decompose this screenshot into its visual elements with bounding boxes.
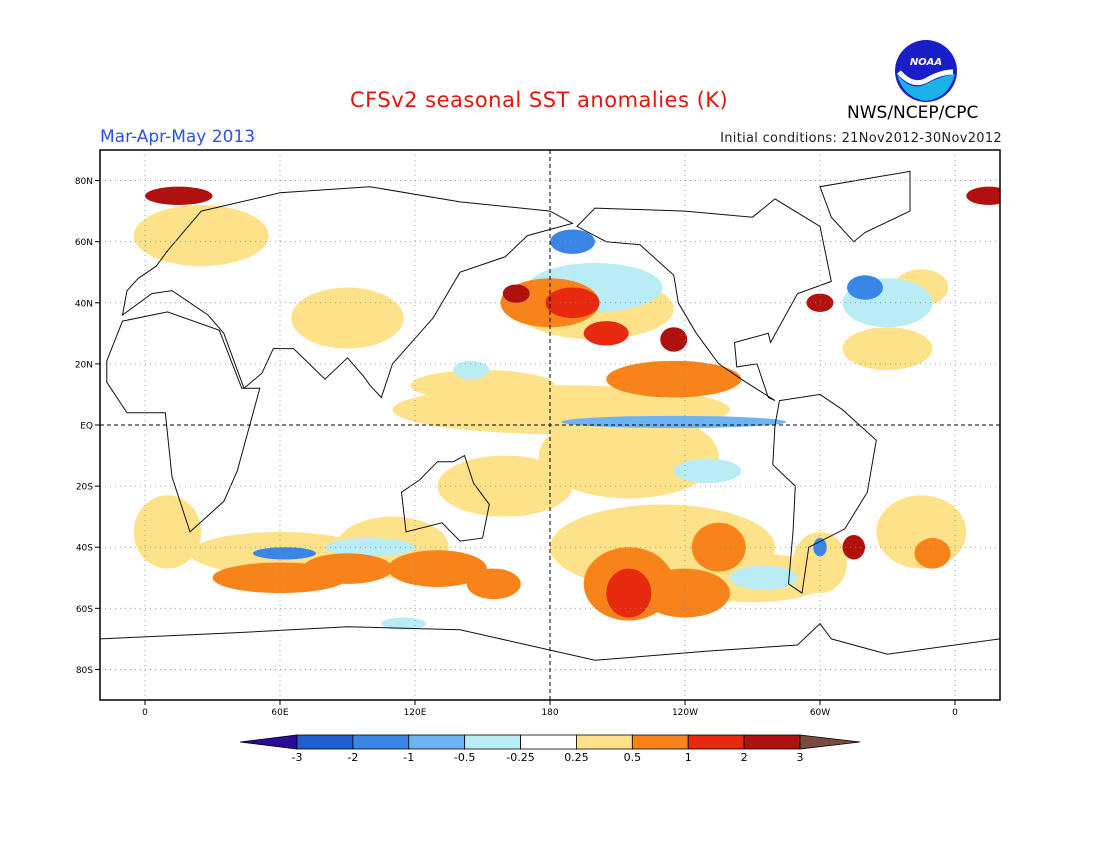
colorbar-segment bbox=[520, 734, 577, 750]
longitude-label: 180 bbox=[541, 708, 558, 718]
warm-anomaly bbox=[606, 568, 652, 618]
latitude-label: 20S bbox=[76, 483, 93, 493]
longitude-label: 60W bbox=[810, 708, 830, 718]
moderate-warm-anomaly bbox=[640, 568, 730, 618]
longitude-label: 120E bbox=[404, 708, 427, 718]
latitude-label: 40S bbox=[76, 544, 93, 554]
strong-warm-anomaly bbox=[145, 186, 213, 205]
colorbar-segment bbox=[743, 734, 801, 750]
eurasia-outline bbox=[121, 186, 574, 399]
colorbar-high-triangle bbox=[799, 734, 861, 750]
colorbar-segment bbox=[464, 734, 521, 750]
moderate-warm-anomaly bbox=[914, 538, 951, 569]
weak-warm-anomaly bbox=[410, 370, 555, 401]
colorbar-label: -0.5 bbox=[454, 751, 475, 764]
colorbar-label: -3 bbox=[292, 751, 303, 764]
colorbar-segment bbox=[576, 734, 633, 750]
latitude-label: 20N bbox=[75, 360, 93, 370]
greenland-outline-east bbox=[819, 170, 911, 243]
colorbar-label: -1 bbox=[403, 751, 414, 764]
warm-anomaly bbox=[545, 287, 600, 319]
colorbar: -3 -2 -1 -0.5 -0.25 0.25 0.5 1 2 3 bbox=[239, 734, 861, 764]
longitude-labels: 0 60E 120E 180 120W 60W 0 bbox=[142, 700, 958, 718]
colorbar-label: -0.25 bbox=[506, 751, 534, 764]
latitude-label: EQ bbox=[80, 422, 93, 432]
strong-warm-anomaly bbox=[502, 284, 530, 303]
latitude-labels: 80N 60N 40N 20N EQ 20S 40S 60S 80S bbox=[75, 177, 100, 676]
strong-warm-anomaly bbox=[842, 535, 865, 560]
colorbar-segment bbox=[296, 734, 354, 750]
australia-outline bbox=[400, 454, 490, 542]
latitude-label: 80S bbox=[76, 666, 93, 676]
initial-conditions: Initial conditions: 21Nov2012-30Nov2012 bbox=[720, 131, 1002, 146]
weak-cold-anomaly bbox=[673, 458, 742, 484]
colorbar-segment bbox=[408, 734, 466, 750]
noaa-logo: NOAA bbox=[895, 40, 957, 102]
colorbar-segment bbox=[631, 734, 689, 750]
weak-cold-anomaly bbox=[730, 565, 798, 590]
weak-warm-anomaly bbox=[133, 495, 202, 569]
colorbar-label: 0.5 bbox=[624, 751, 642, 764]
moderate-warm-anomaly bbox=[466, 568, 521, 600]
colorbar-label: 3 bbox=[797, 751, 804, 764]
anomaly-field bbox=[133, 186, 1000, 630]
latitude-label: 80N bbox=[75, 177, 93, 187]
weak-warm-anomaly bbox=[842, 327, 933, 370]
moderate-warm-anomaly bbox=[302, 553, 393, 584]
moderate-warm-anomaly bbox=[691, 522, 746, 572]
agency-label: NWS/NCEP/CPC bbox=[847, 103, 979, 123]
cold-anomaly bbox=[550, 229, 595, 254]
cold-anomaly bbox=[847, 275, 883, 300]
latitude-label: 60N bbox=[75, 238, 93, 248]
latitude-label: 60S bbox=[76, 605, 93, 615]
colorbar-low-triangle bbox=[239, 734, 298, 750]
strong-warm-anomaly bbox=[660, 327, 688, 352]
weak-warm-anomaly bbox=[538, 412, 719, 499]
antarctica-outline bbox=[100, 622, 1000, 700]
colorbar-label: 2 bbox=[741, 751, 748, 764]
graticule bbox=[100, 150, 1000, 700]
moderate-warm-anomaly bbox=[606, 360, 742, 398]
land-outlines bbox=[100, 170, 1000, 700]
colorbar-label: 1 bbox=[685, 751, 692, 764]
longitude-label: 60E bbox=[271, 708, 288, 718]
moderate-warm-anomaly bbox=[388, 550, 487, 587]
cold-anomaly bbox=[253, 547, 316, 560]
warm-anomaly bbox=[583, 321, 629, 346]
equatorial-cold-tongue bbox=[561, 415, 787, 429]
longitude-label: 0 bbox=[952, 708, 958, 718]
weak-cold-anomaly bbox=[453, 360, 490, 380]
forecast-period: Mar-Apr-May 2013 bbox=[100, 127, 256, 147]
weak-warm-anomaly bbox=[291, 287, 404, 349]
longitude-label: 0 bbox=[142, 708, 148, 718]
africa-outline bbox=[106, 311, 261, 533]
weak-warm-anomaly bbox=[133, 205, 269, 267]
south-america-outline bbox=[772, 393, 877, 594]
latitude-label: 40N bbox=[75, 299, 93, 309]
map-title: CFSv2 seasonal SST anomalies (K) bbox=[350, 88, 729, 112]
noaa-logo-text: NOAA bbox=[910, 57, 942, 68]
colorbar-label: -2 bbox=[347, 751, 358, 764]
colorbar-segment bbox=[687, 734, 745, 750]
north-america-outline bbox=[576, 198, 832, 402]
longitude-label: 120W bbox=[672, 708, 698, 718]
colorbar-segment bbox=[352, 734, 410, 750]
colorbar-label: 0.25 bbox=[564, 751, 589, 764]
strong-warm-anomaly bbox=[966, 186, 1000, 205]
